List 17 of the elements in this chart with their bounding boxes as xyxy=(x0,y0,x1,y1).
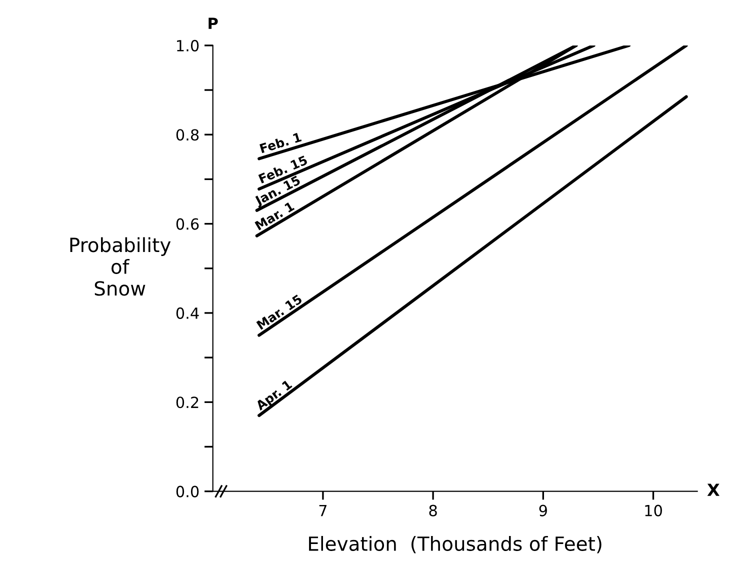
text: Apr. 1 xyxy=(254,379,294,413)
y-tick-label: 1.0 xyxy=(177,40,199,52)
text: P xyxy=(208,18,218,29)
x-tick-label: 9 xyxy=(539,504,547,516)
y-tick-label: 0.6 xyxy=(176,218,199,230)
x-axis-title: Elevation (Thousands of Feet) xyxy=(309,536,602,554)
y-axis-title: Probability of Snow xyxy=(70,237,171,296)
x-tick-label: 7 xyxy=(319,504,327,516)
text: X xyxy=(707,484,720,496)
y-tick-label: 0.4 xyxy=(176,307,199,319)
y-tick-label: 0.0 xyxy=(176,486,199,498)
y-tick-label: 0.2 xyxy=(176,396,198,408)
x-tick-label: 8 xyxy=(429,504,437,516)
y-tick-label: 0.8 xyxy=(176,129,199,141)
text: Mar. 15 xyxy=(256,294,303,330)
x-tick-label: 10 xyxy=(645,504,662,516)
text: Feb. 1 xyxy=(259,132,302,154)
